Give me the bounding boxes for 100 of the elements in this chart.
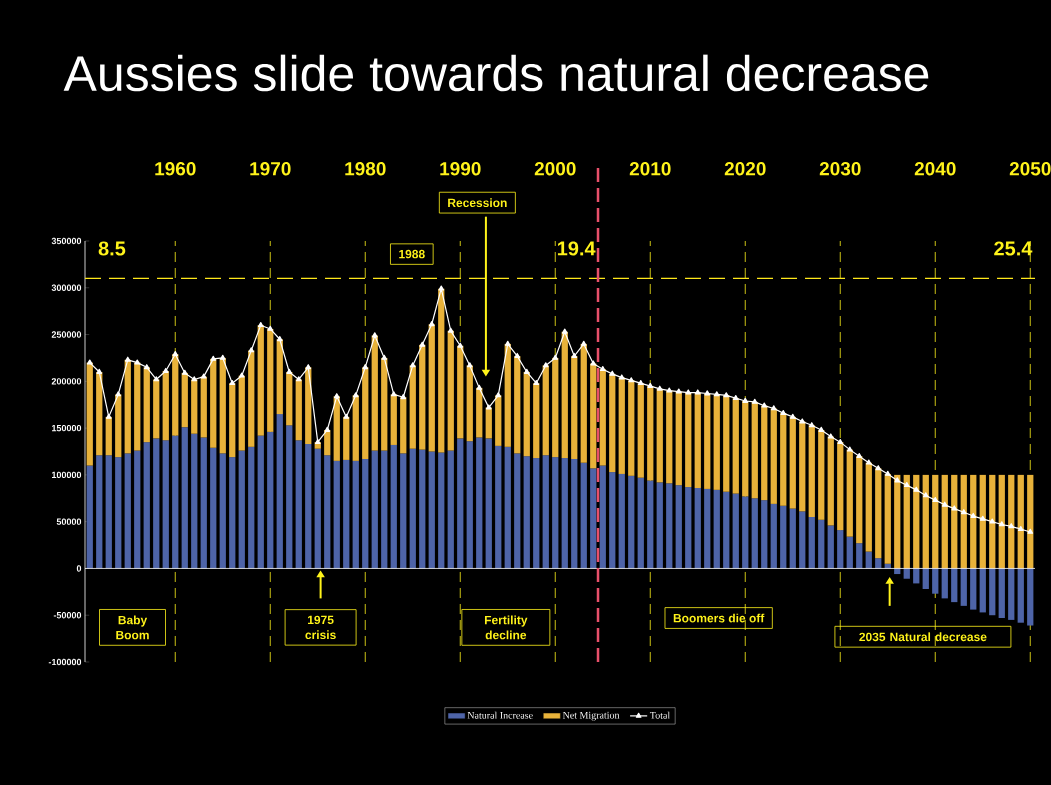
- bar: [628, 475, 635, 569]
- bar: [229, 457, 236, 569]
- bar: [685, 487, 692, 569]
- bar: [609, 472, 616, 569]
- bar: [799, 511, 806, 569]
- x-tick-label: 2020: [724, 162, 766, 176]
- x-tick-label: 2000: [534, 162, 576, 176]
- bar: [305, 444, 312, 569]
- bar: [590, 468, 597, 569]
- x-tick-label: 1990: [440, 162, 481, 176]
- bar: [1027, 568, 1034, 626]
- bar: [96, 455, 103, 569]
- bar: [485, 438, 492, 569]
- bar: [466, 441, 473, 569]
- bar: [153, 438, 160, 569]
- bar: [732, 493, 739, 569]
- bar: [808, 516, 815, 569]
- bar: [390, 444, 397, 569]
- bar: [922, 568, 929, 590]
- bar: [143, 442, 150, 569]
- bar: [447, 450, 454, 569]
- annotation: 19.4: [557, 241, 596, 256]
- annotation: 8.5: [98, 241, 126, 256]
- bar: [979, 474, 986, 569]
- bar: [210, 447, 217, 569]
- bar: [181, 427, 188, 569]
- bar: [400, 453, 407, 569]
- annotation: Baby Boom: [116, 615, 149, 640]
- annotation: 25.4: [994, 241, 1033, 256]
- chart-title: Aussies slide towards natural decrease: [63, 54, 929, 92]
- bar: [552, 457, 559, 569]
- bar: [780, 505, 787, 569]
- x-tick-label: 2050: [1009, 162, 1051, 176]
- bar: [162, 440, 169, 569]
- bar: [979, 568, 986, 613]
- bar: [932, 568, 939, 594]
- bar: [504, 446, 511, 569]
- annotation: 1988: [399, 249, 425, 259]
- bar: [371, 450, 378, 569]
- bar: [922, 474, 929, 569]
- bar: [533, 458, 540, 569]
- bar: [998, 568, 1005, 619]
- bar: [827, 525, 834, 569]
- annotation: Boomers die off: [673, 613, 765, 623]
- bar: [86, 465, 93, 569]
- bar: [571, 458, 578, 569]
- bar: [618, 473, 625, 569]
- bar: [647, 480, 654, 569]
- bar: [913, 474, 920, 569]
- bar: [457, 438, 464, 569]
- bar: [191, 433, 198, 569]
- bar: [666, 483, 673, 569]
- bar: [362, 458, 369, 569]
- bar: [428, 451, 435, 569]
- x-tick-label: 2010: [629, 162, 671, 176]
- legend-label: Total: [649, 711, 670, 719]
- y-tick-label: 200000: [51, 378, 82, 385]
- bar: [998, 474, 1005, 569]
- bar: [514, 453, 521, 569]
- bar: [770, 503, 777, 569]
- annotation: Fertility decline: [484, 615, 528, 640]
- bar: [713, 489, 720, 569]
- bar: [523, 456, 530, 569]
- y-tick-label: -100000: [48, 658, 82, 666]
- bar: [134, 450, 141, 569]
- bar: [751, 498, 758, 569]
- legend-label: Net Migration: [562, 711, 620, 721]
- bar: [723, 491, 730, 569]
- bar: [124, 453, 131, 569]
- bar: [381, 450, 388, 569]
- bar: [856, 543, 863, 569]
- y-tick-label: 0: [76, 565, 82, 572]
- bar: [352, 460, 359, 569]
- y-tick-label: 250000: [51, 331, 82, 338]
- bar: [941, 474, 948, 569]
- bar: [894, 474, 901, 569]
- annotation: 2035 Natural decrease: [859, 632, 987, 642]
- x-tick-label: 1980: [345, 162, 386, 176]
- bar: [495, 445, 502, 569]
- bar: [172, 435, 179, 569]
- bar: [1008, 474, 1015, 569]
- bar: [257, 435, 264, 569]
- bar: [903, 568, 910, 579]
- bar: [960, 568, 967, 606]
- bar: [105, 455, 112, 569]
- bar: [941, 568, 948, 599]
- bar: [989, 474, 996, 569]
- bar: [761, 500, 768, 569]
- bar: [1017, 474, 1024, 569]
- bar: [1027, 474, 1034, 569]
- bar: [343, 459, 350, 569]
- bar: [989, 568, 996, 616]
- bar: [295, 440, 302, 569]
- bar: [637, 477, 644, 569]
- bar: [238, 450, 245, 569]
- bar: [865, 551, 872, 569]
- x-tick-label: 1970: [250, 162, 291, 176]
- y-tick-label: -50000: [53, 612, 82, 619]
- text: Recession: [448, 198, 507, 208]
- y-tick-label: 50000: [56, 518, 82, 525]
